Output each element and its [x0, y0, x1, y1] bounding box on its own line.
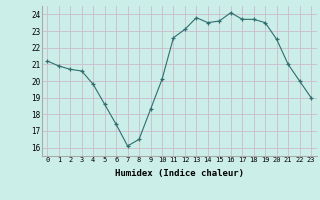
X-axis label: Humidex (Indice chaleur): Humidex (Indice chaleur)	[115, 169, 244, 178]
